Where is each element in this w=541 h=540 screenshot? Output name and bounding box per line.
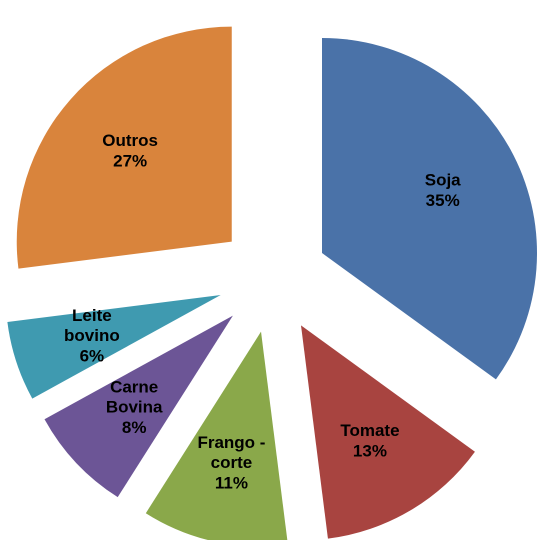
pie-slice — [322, 38, 538, 380]
label-line: Outros — [102, 132, 158, 151]
slice-value: 6% — [80, 346, 105, 365]
slice-label: Tomate — [340, 421, 399, 440]
slice-value: 8% — [122, 418, 147, 437]
slice-value: 11% — [215, 473, 248, 492]
pie-slice — [145, 331, 288, 540]
slice-value: 35% — [426, 191, 460, 210]
slice-label: Frango -corte — [197, 433, 265, 472]
slice-label: Carne Bovina — [106, 378, 163, 417]
label-line: Leite — [72, 306, 112, 325]
label-line: corte — [211, 453, 253, 472]
label-line: Soja — [425, 171, 461, 190]
pie-slice — [300, 325, 475, 539]
label-line: Bovina — [106, 398, 163, 417]
pie-slice — [16, 26, 232, 269]
label-line: Tomate — [340, 421, 399, 440]
label-line: Carne — [110, 378, 158, 397]
slice-label: Soja — [425, 171, 461, 190]
slice-label: Leite bovino — [64, 306, 120, 345]
label-line: bovino — [64, 326, 120, 345]
slice-value: 27% — [113, 152, 147, 171]
slice-value: 13% — [353, 441, 387, 460]
pie-slice — [7, 294, 221, 399]
label-line: Frango - — [197, 433, 265, 452]
pie-slice — [44, 315, 233, 498]
slice-label: Outros — [102, 132, 158, 151]
